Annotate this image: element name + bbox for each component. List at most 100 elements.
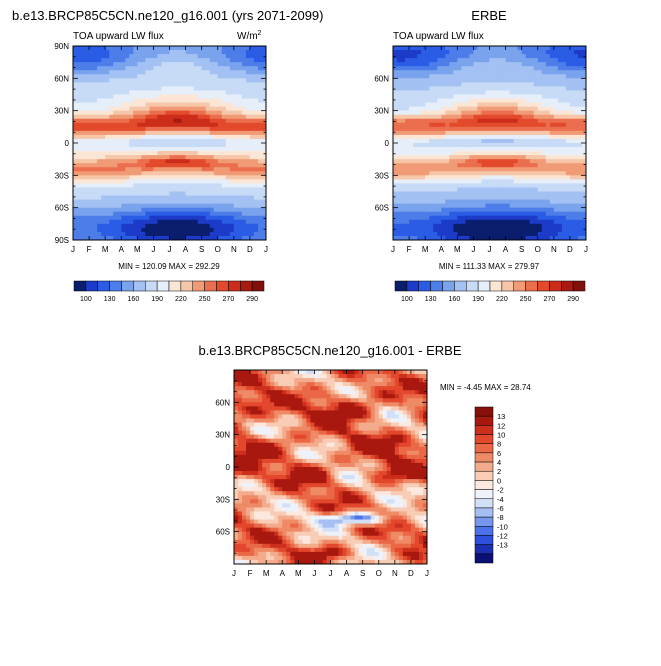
heatmap-cell — [417, 131, 422, 136]
heatmap-cell — [449, 74, 454, 79]
heatmap-cell — [145, 90, 150, 95]
heatmap-cell — [145, 224, 150, 229]
heatmap-cell — [453, 175, 458, 180]
heatmap-cell — [413, 119, 418, 124]
heatmap-cell — [137, 192, 142, 197]
heatmap-cell — [214, 123, 219, 128]
heatmap-cell — [393, 192, 398, 197]
heatmap-cell — [562, 163, 567, 168]
heatmap-cell — [510, 204, 515, 209]
heatmap-cell — [93, 62, 98, 67]
colorbar-box — [217, 281, 229, 291]
heatmap-cell — [157, 70, 162, 75]
heatmap-cell — [490, 204, 495, 209]
heatmap-cell — [141, 90, 146, 95]
heatmap-cell — [165, 58, 170, 63]
heatmap-cell — [290, 374, 295, 379]
heatmap-cell — [254, 119, 259, 124]
heatmap-cell — [234, 50, 239, 55]
heatmap-cell — [461, 127, 466, 132]
heatmap-cell — [510, 107, 515, 112]
heatmap-cell — [89, 135, 94, 140]
heatmap-cell — [170, 220, 175, 225]
heatmap-cell — [129, 232, 134, 237]
heatmap-cell — [234, 86, 239, 91]
heatmap-cell — [506, 187, 511, 192]
heatmap-cell — [469, 175, 474, 180]
heatmap-cell — [93, 183, 98, 188]
heatmap-cell — [226, 179, 231, 184]
heatmap-cell — [359, 374, 364, 379]
heatmap-cell — [401, 216, 406, 221]
heatmap-cell — [109, 123, 114, 128]
heatmap-cell — [522, 107, 527, 112]
heatmap-cell — [429, 78, 434, 83]
heatmap-cell — [433, 66, 438, 71]
heatmap-cell — [546, 167, 551, 172]
heatmap-cell — [570, 204, 575, 209]
heatmap-cell — [145, 216, 150, 221]
heatmap-cell — [186, 192, 191, 197]
heatmap-cell — [409, 179, 414, 184]
heatmap-cell — [445, 151, 450, 156]
heatmap-cell — [409, 54, 414, 59]
heatmap-cell — [226, 228, 231, 233]
heatmap-cell — [149, 62, 154, 67]
heatmap-cell — [137, 183, 142, 188]
heatmap-cell — [393, 103, 398, 108]
heatmap-cell — [125, 95, 130, 100]
heatmap-cell — [538, 228, 543, 233]
heatmap-cell — [570, 139, 575, 144]
heatmap-cell — [429, 183, 434, 188]
heatmap-cell — [554, 66, 559, 71]
heatmap-cell — [405, 175, 410, 180]
heatmap-cell — [89, 155, 94, 160]
colorbar-box — [573, 281, 585, 291]
heatmap-cell — [490, 95, 495, 100]
heatmap-cell — [393, 159, 398, 164]
heatmap-cell — [149, 78, 154, 83]
heatmap-cell — [149, 54, 154, 59]
heatmap-cell — [415, 374, 420, 379]
heatmap-cell — [113, 147, 118, 152]
heatmap-cell — [502, 187, 507, 192]
heatmap-cell — [85, 111, 90, 116]
heatmap-cell — [73, 196, 78, 201]
heatmap-cell — [518, 135, 523, 140]
heatmap-cell — [425, 127, 430, 132]
heatmap-cell — [194, 143, 199, 148]
heatmap-cell — [133, 54, 138, 59]
heatmap-cell — [502, 155, 507, 160]
heatmap-cell — [218, 78, 223, 83]
heatmap-cell — [457, 151, 462, 156]
heatmap-cell — [461, 143, 466, 148]
heatmap-cell — [570, 62, 575, 67]
heatmap-cell — [433, 70, 438, 75]
heatmap-cell — [518, 90, 523, 95]
heatmap-cell — [178, 175, 183, 180]
heatmap-cell — [445, 70, 450, 75]
heatmap-cell — [137, 62, 142, 67]
heatmap-cell — [121, 196, 126, 201]
heatmap-cell — [546, 99, 551, 104]
heatmap-cell — [194, 119, 199, 124]
heatmap-cell — [445, 107, 450, 112]
heatmap-cell — [429, 155, 434, 160]
heatmap-cell — [149, 183, 154, 188]
heatmap-cell — [145, 131, 150, 136]
heatmap-cell — [157, 103, 162, 108]
heatmap-cell — [473, 232, 478, 237]
heatmap-cell — [246, 175, 251, 180]
heatmap-cell — [542, 155, 547, 160]
heatmap-cell — [109, 143, 114, 148]
heatmap-cell — [510, 62, 515, 67]
heatmap-cell — [441, 151, 446, 156]
heatmap-cell — [161, 200, 166, 205]
heatmap-cell — [514, 90, 519, 95]
heatmap-cell — [250, 187, 255, 192]
heatmap-cell — [81, 179, 86, 184]
heatmap-cell — [405, 131, 410, 136]
heatmap-cell — [514, 179, 519, 184]
heatmap-cell — [554, 131, 559, 136]
heatmap-cell — [510, 115, 515, 120]
